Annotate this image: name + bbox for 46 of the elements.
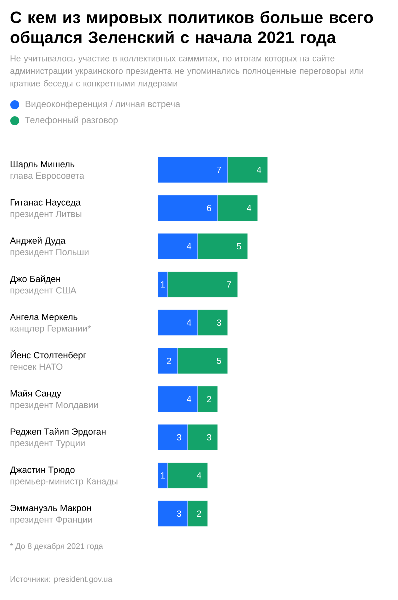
data-label: 2 bbox=[207, 396, 212, 402]
data-label: 2 bbox=[197, 510, 202, 518]
data-label: 4 bbox=[196, 472, 202, 479]
legend-label: Телефонный разговор bbox=[25, 116, 118, 126]
y-tick-label: Анджей Дуда bbox=[10, 237, 66, 246]
data-label: 1 bbox=[161, 282, 166, 288]
y-tick-label: Джастин Трюдо bbox=[10, 466, 75, 475]
data-label: 4 bbox=[186, 396, 192, 402]
y-tick-label: Ангела Меркель bbox=[10, 314, 78, 322]
text: президент Литвы bbox=[10, 210, 82, 220]
chart-title: С кем из мировых политиков больше всего общался Зеленский с начала 2021 года bbox=[10, 11, 374, 47]
text: президент США bbox=[10, 287, 77, 296]
y-tick-label: Джо Байден bbox=[10, 276, 60, 284]
data-label: 2 bbox=[167, 358, 172, 364]
text: канцлер Германии* bbox=[10, 326, 92, 334]
data-label: 4 bbox=[256, 167, 262, 174]
data-label: 5 bbox=[237, 243, 242, 250]
data-label: 7 bbox=[217, 167, 222, 174]
text: генсек НАТО bbox=[10, 364, 63, 370]
data-label: 3 bbox=[207, 434, 212, 441]
text: президент Турции bbox=[10, 440, 85, 448]
y-tick-label: Реджеп Тайип Эрдоган bbox=[10, 428, 106, 437]
data-label: 7 bbox=[227, 282, 232, 288]
y-tick-label: Гитанас Науседа bbox=[10, 200, 81, 208]
legend-label: Видеоконференция / личная встреча bbox=[26, 100, 180, 110]
text: Источники: president.gov.ua bbox=[10, 576, 113, 584]
text: президент Молдавии bbox=[10, 402, 98, 410]
text: премьер-министр Канады bbox=[10, 478, 118, 486]
data-label: 3 bbox=[177, 510, 182, 518]
y-tick-label: Шарль Мишель bbox=[10, 161, 75, 170]
data-label: 1 bbox=[161, 472, 166, 479]
y-tick-label: Эммануэль Макрон bbox=[10, 505, 92, 514]
y-tick-label: Йенс Столтенберг bbox=[10, 350, 86, 360]
data-label: 6 bbox=[207, 205, 212, 212]
text: президент Франции bbox=[10, 516, 92, 525]
chart-subtitle: Не учитывалось участие в коллективных саммитах, по итогам которых на сайте администрации украинского президента не упоминались полноценные переговоры или краткие беседы с конкретными лидерами bbox=[10, 55, 364, 88]
text: * До 8 декабря 2021 года bbox=[10, 543, 104, 551]
data-label: 4 bbox=[186, 243, 192, 250]
data-label: 3 bbox=[177, 434, 182, 441]
data-label: 3 bbox=[217, 320, 222, 326]
data-label: 4 bbox=[186, 320, 192, 326]
data-label: 4 bbox=[246, 205, 252, 212]
data-label: 5 bbox=[217, 358, 222, 364]
y-tick-label: Майя Санду bbox=[10, 390, 62, 399]
text: президент Польши bbox=[10, 249, 89, 258]
text: глава Евросовета bbox=[10, 172, 85, 181]
